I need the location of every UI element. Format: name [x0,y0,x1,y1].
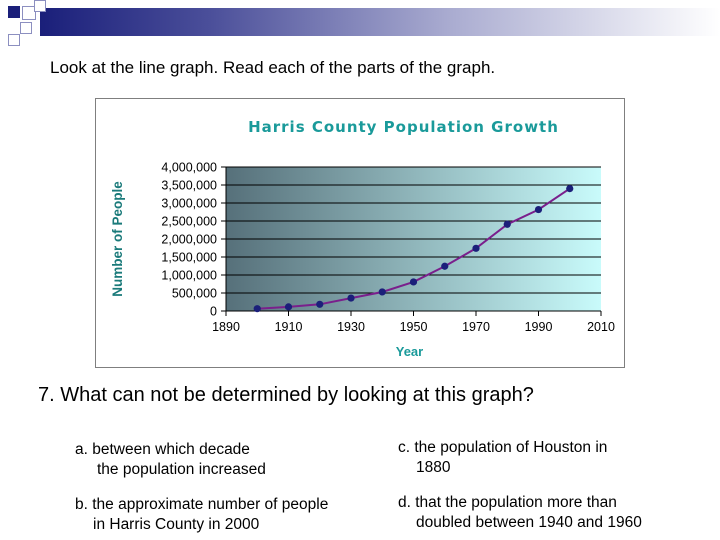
y-tick-label: 0 [210,305,217,319]
decor-square [22,6,36,20]
option-d-line2: doubled between 1940 and 1960 [416,514,642,531]
option-a[interactable]: a. between which decade the population i… [75,440,266,480]
y-tick-label: 500,000 [172,287,217,301]
x-tick-label: 1970 [462,320,490,334]
y-tick-label: 3,500,000 [161,179,217,193]
data-point [378,288,386,296]
option-c-line1: c. the population of Houston in [398,439,608,456]
data-point [472,244,480,252]
option-a-line2: the population increased [97,461,266,478]
header-gradient-bar [40,8,720,36]
instruction-text: Look at the line graph. Read each of the… [50,58,496,77]
option-b-line2: in Harris County in 2000 [93,516,260,533]
data-point [534,205,543,214]
option-d[interactable]: d. that the population more than doubled… [398,493,642,533]
data-point [316,300,324,308]
decor-square [8,34,20,46]
chart-frame: Harris County Population Growth 0 500,000 1… [95,98,625,368]
y-tick-label: 3,000,000 [161,197,217,211]
x-axis-label: Year [396,344,423,359]
x-tick-label: 1930 [337,320,365,334]
option-c[interactable]: c. the population of Houston in 1880 [398,438,607,478]
y-tick-label: 4,000,000 [161,161,217,175]
option-a-line1: a. between which decade [75,441,250,458]
data-point [503,220,511,228]
x-tick-label: 1950 [400,320,428,334]
option-c-line2: 1880 [416,459,451,476]
option-d-line1: d. that the population more than [398,494,617,511]
question-text: 7. What can not be determined by looking… [38,384,534,406]
x-tick-label: 1890 [212,320,240,334]
y-tick-label: 2,500,000 [161,215,217,229]
y-tick-label: 1,500,000 [161,251,217,265]
data-point [253,305,261,313]
y-axis-label: Number of People [110,181,125,297]
header-decoration [0,0,720,50]
decor-square [8,6,20,18]
data-point [409,278,418,286]
data-point [566,185,574,193]
y-tick-label: 2,000,000 [161,233,217,247]
data-point [284,303,293,311]
population-line-chart: Harris County Population Growth 0 500,000 1… [110,118,615,359]
x-tick-label: 2010 [587,320,615,334]
data-point [441,262,449,270]
y-tick-label: 1,000,000 [161,269,217,283]
decor-square [34,0,46,12]
data-point [347,294,355,302]
chart-title: Harris County Population Growth [248,118,559,136]
option-b-line1: b. the approximate number of people [75,496,329,513]
option-b[interactable]: b. the approximate number of people in H… [75,495,328,535]
x-tick-label: 1910 [275,320,303,334]
decor-square [20,22,32,34]
x-tick-label: 1990 [525,320,553,334]
